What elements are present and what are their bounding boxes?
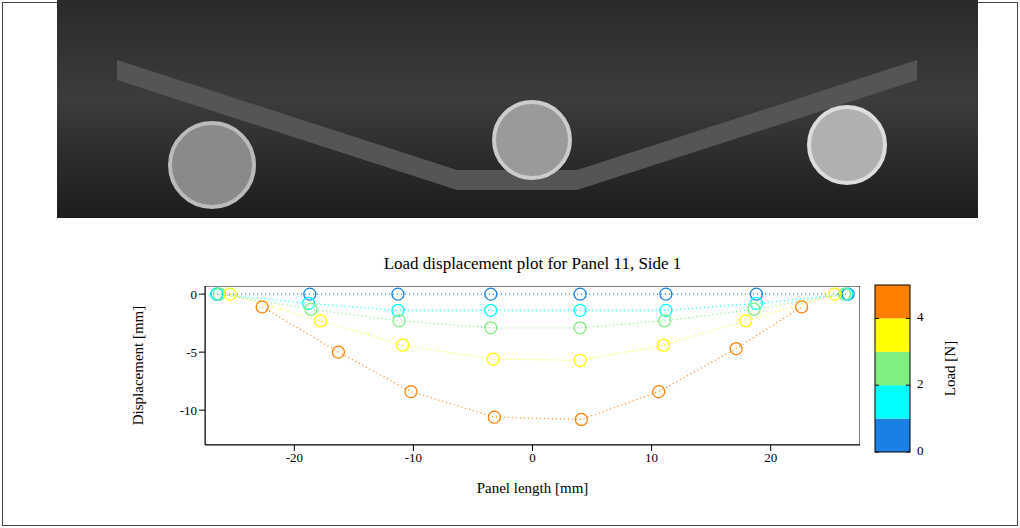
svg-text:2: 2 xyxy=(917,376,924,391)
svg-text:-20: -20 xyxy=(286,450,303,465)
svg-text:Panel length [mm]: Panel length [mm] xyxy=(477,480,589,496)
svg-text:20: 20 xyxy=(764,450,777,465)
svg-text:Displacement [mm]: Displacement [mm] xyxy=(130,306,146,426)
svg-text:Load [N]: Load [N] xyxy=(942,341,958,396)
html-text:Load displacement plot for Pan: Load displacement plot for Panel 11, Sid… xyxy=(383,254,682,273)
svg-text:0: 0 xyxy=(917,443,924,458)
svg-text:4: 4 xyxy=(917,309,924,324)
svg-text:0: 0 xyxy=(191,287,198,302)
svg-text:10: 10 xyxy=(645,450,658,465)
svg-text:-10: -10 xyxy=(180,403,197,418)
svg-text:-5: -5 xyxy=(186,345,197,360)
svg-text:0: 0 xyxy=(529,450,536,465)
svg-text:-10: -10 xyxy=(405,450,422,465)
